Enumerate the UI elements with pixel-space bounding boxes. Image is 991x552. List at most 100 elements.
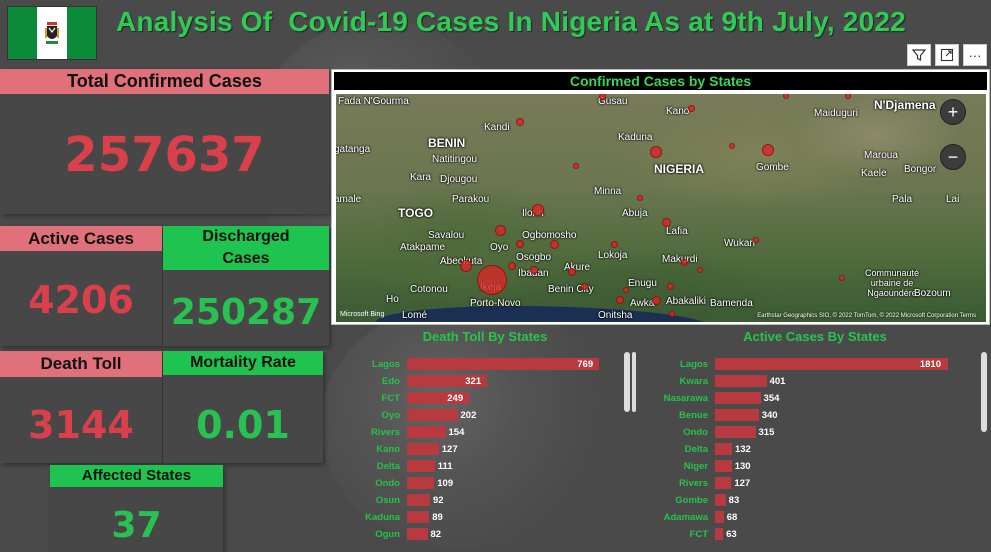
map-case-bubble[interactable]: [532, 204, 544, 216]
bar-kwara[interactable]: [715, 375, 767, 387]
map-case-bubble[interactable]: [651, 295, 661, 305]
bar-edo[interactable]: [407, 375, 488, 387]
map-place-label: Osogbo: [516, 252, 552, 263]
map-canvas[interactable]: + − Microsoft Bing Earthstar Geographics…: [336, 94, 986, 322]
active-cases-card: Active Cases 4206: [0, 226, 162, 346]
map-case-bubble[interactable]: [661, 217, 671, 227]
map-case-bubble[interactable]: [753, 237, 759, 243]
active-cases-label: Active Cases: [0, 226, 162, 251]
bar-gombe[interactable]: [715, 494, 726, 506]
map-case-bubble[interactable]: [687, 104, 695, 112]
map-case-bubble[interactable]: [783, 94, 789, 99]
death-chart-scrollbar[interactable]: [624, 352, 630, 412]
map-title: Confirmed Cases by States: [334, 72, 987, 90]
map-place-label: Fada N'Gourma: [338, 96, 409, 107]
map-case-bubble[interactable]: [573, 163, 579, 169]
map-case-bubble[interactable]: [460, 260, 472, 272]
map-case-bubble[interactable]: [598, 94, 606, 100]
bar-lagos[interactable]: [715, 358, 948, 370]
bar-fct[interactable]: [407, 392, 470, 404]
bar-kano[interactable]: [407, 443, 439, 455]
bar-category-label: Kaduna: [365, 512, 400, 523]
map-visual[interactable]: Confirmed Cases by States + − Microsoft …: [331, 69, 990, 325]
bar-osun[interactable]: [407, 494, 430, 506]
bar-category-label: Edo: [382, 376, 400, 387]
bar-value-label: 83: [728, 495, 740, 506]
map-case-bubble[interactable]: [762, 144, 774, 156]
bar-category-label: Gombe: [675, 495, 708, 506]
active-chart-scrollbar-right[interactable]: [981, 352, 987, 432]
bar-ondo[interactable]: [407, 477, 435, 489]
bar-oyo[interactable]: [407, 409, 458, 421]
filter-icon[interactable]: [907, 44, 931, 66]
bar-lagos[interactable]: [407, 358, 600, 370]
map-case-bubble[interactable]: [650, 146, 662, 158]
map-case-bubble[interactable]: [839, 275, 845, 281]
map-place-label: Ogbomosho: [522, 230, 577, 241]
bar-delta[interactable]: [407, 460, 435, 472]
map-case-bubble[interactable]: [623, 287, 629, 293]
map-place-label: Porto-Novo: [470, 298, 521, 309]
active-cases-value: 4206: [28, 278, 134, 322]
map-place-label: Makurdi: [662, 254, 698, 265]
nigeria-flag-icon: [7, 6, 97, 60]
map-case-bubble[interactable]: [669, 311, 675, 317]
map-case-bubble[interactable]: [680, 258, 688, 266]
bar-benue[interactable]: [715, 409, 759, 421]
more-options-icon[interactable]: ···: [963, 44, 987, 66]
map-place-label: Natitingou: [432, 154, 478, 165]
map-attribution[interactable]: Earthstar Geographics SIO, © 2022 TomTom…: [757, 313, 976, 319]
zoom-out-button[interactable]: −: [940, 144, 966, 170]
focus-mode-icon[interactable]: [935, 44, 959, 66]
active-cases-bar-chart[interactable]: Lagos 1810 Kwara 401 Nasarawa 354 Benue 340 Ondo…: [632, 350, 977, 552]
map-case-bubble[interactable]: [516, 118, 524, 126]
death-toll-bar-chart[interactable]: Lagos 769 Edo 321 FCT 249 Oyo 202 Rivers 154 Kano 1…: [330, 350, 620, 552]
zoom-in-button[interactable]: +: [940, 99, 966, 125]
map-case-bubble[interactable]: [666, 282, 674, 290]
bar-adamawa[interactable]: [715, 511, 724, 523]
total-confirmed-card: Total Confirmed Cases 257637: [0, 69, 329, 214]
background-virus-graphic: [320, 300, 620, 550]
bar-ogun[interactable]: [407, 528, 428, 540]
map-case-bubble[interactable]: [616, 296, 624, 304]
bar-kaduna[interactable]: [407, 511, 430, 523]
death-toll-card: Death Toll 3144: [0, 351, 162, 463]
bar-value-label: 401: [769, 376, 786, 387]
bar-value-label: 130: [734, 461, 751, 472]
bar-ondo[interactable]: [715, 426, 756, 438]
map-case-bubble[interactable]: [568, 268, 576, 276]
bar-value-label: 68: [726, 512, 738, 523]
map-case-bubble[interactable]: [610, 240, 618, 248]
map-case-bubble[interactable]: [580, 282, 588, 290]
map-case-bubble[interactable]: [516, 240, 524, 248]
map-case-bubble[interactable]: [549, 239, 559, 249]
bar-value-label: 92: [433, 495, 444, 506]
bar-fct[interactable]: [715, 528, 724, 540]
map-place-label: Maroua: [864, 150, 898, 161]
bar-rivers[interactable]: [715, 477, 732, 489]
map-place-label: Kano: [666, 106, 690, 117]
mortality-rate-label: Mortality Rate: [163, 351, 323, 375]
map-case-bubble[interactable]: [845, 94, 851, 99]
map-case-bubble[interactable]: [477, 265, 507, 295]
map-case-bubble[interactable]: [697, 267, 703, 273]
map-place-label: Abuja: [622, 208, 648, 219]
map-place-label: Oyo: [490, 242, 509, 253]
map-case-bubble[interactable]: [729, 143, 735, 149]
affected-states-value: 37: [111, 505, 162, 546]
map-case-bubble[interactable]: [637, 195, 643, 201]
bar-category-label: Lagos: [680, 359, 708, 370]
bar-niger[interactable]: [715, 460, 732, 472]
map-case-bubble[interactable]: [494, 224, 506, 236]
bar-category-label: Kano: [376, 444, 400, 455]
bar-delta[interactable]: [715, 443, 732, 455]
map-place-label: gatanga: [336, 144, 371, 155]
map-place-label: Lafia: [666, 226, 688, 237]
map-case-bubble[interactable]: [530, 266, 538, 274]
bar-category-label: Lagos: [372, 359, 400, 370]
bar-value-label: 127: [734, 478, 751, 489]
bar-nasarawa[interactable]: [715, 392, 761, 404]
map-case-bubble[interactable]: [508, 262, 516, 270]
active-chart-scrollbar[interactable]: [632, 352, 636, 412]
bar-rivers[interactable]: [407, 426, 446, 438]
